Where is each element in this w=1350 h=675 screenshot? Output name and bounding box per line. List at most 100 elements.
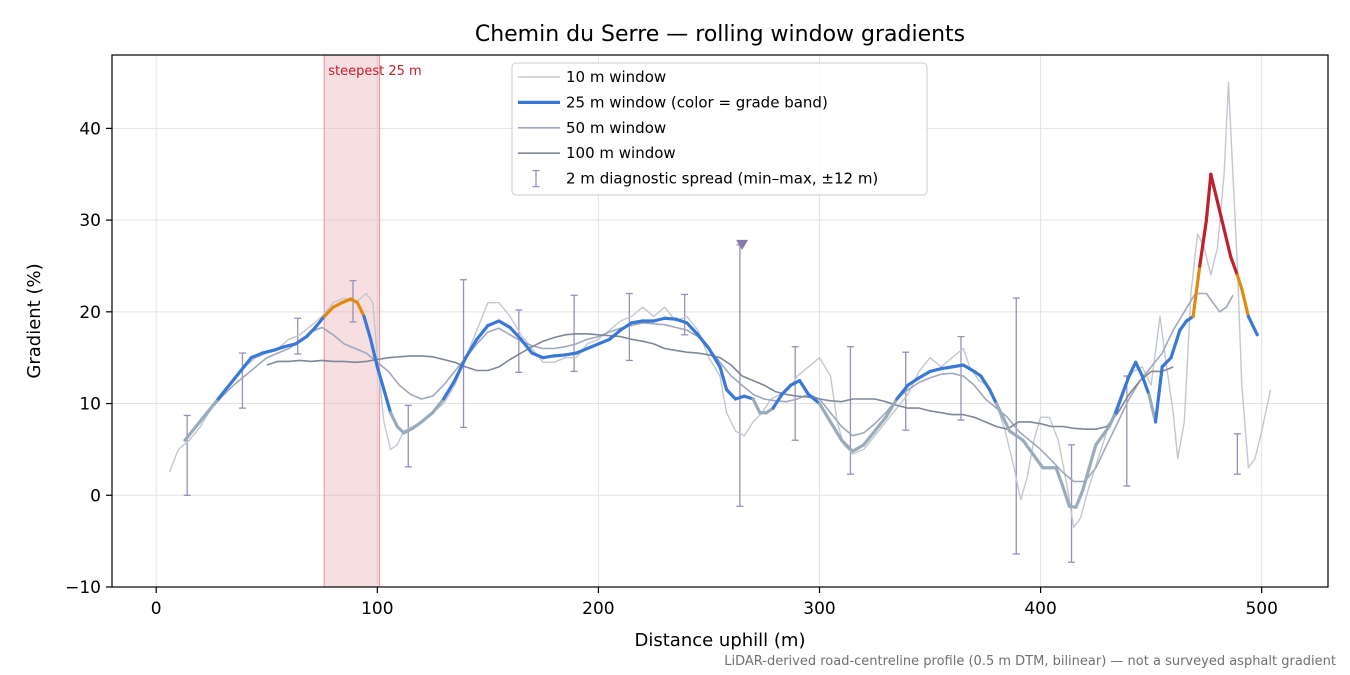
legend-label: 25 m window (color = grade band) xyxy=(566,93,828,111)
legend: 10 m window 25 m window (color = grade ba… xyxy=(511,62,928,196)
series-25m-segment xyxy=(797,379,811,396)
legend-item: 50 m window xyxy=(518,119,666,137)
series-lines xyxy=(168,81,1272,529)
diagnostic-spread-bar xyxy=(238,352,246,409)
y-tick-label: 30 xyxy=(79,211,101,231)
legend-box xyxy=(511,62,928,196)
series-25m-segment xyxy=(1140,374,1151,396)
legend-label: 100 m window xyxy=(566,144,676,162)
series-25m-segment xyxy=(674,317,689,325)
highlight-band: steepest 25 m xyxy=(323,55,422,587)
series-25m-segment xyxy=(402,426,415,435)
legend-item: 100 m window xyxy=(518,144,676,162)
series-25m-segment xyxy=(183,424,198,442)
series-line-25m xyxy=(183,172,1259,509)
series-25m-segment xyxy=(1127,360,1138,378)
series-line-10m xyxy=(168,81,1272,529)
series-25m-segment xyxy=(789,379,802,387)
series-25m-segment xyxy=(939,365,954,371)
series-25m-segment xyxy=(780,383,793,396)
series-25m-segment xyxy=(313,314,326,330)
series-25m-segment xyxy=(1134,360,1144,378)
series-25m-segment xyxy=(1021,438,1032,452)
series-25m-segment xyxy=(895,383,910,401)
series-25m-segment xyxy=(1054,466,1065,488)
series-25m-segment xyxy=(994,401,1005,419)
series-25m-segment xyxy=(1222,227,1233,259)
series-25m-segment xyxy=(1034,456,1045,470)
diagnostic-spread-bar xyxy=(681,293,689,336)
series-25m-segment xyxy=(1198,218,1209,268)
series-25m-segment xyxy=(1246,314,1259,337)
axis-ticks: 0 100 200 300 400 500 −10 0 10 20 30 40 xyxy=(65,119,1278,619)
series-25m-segment xyxy=(331,301,344,309)
legend-item: 2 m diagnostic spread (min–max, ±12 m) xyxy=(532,170,878,188)
series-25m-segment xyxy=(216,383,231,401)
series-25m-segment xyxy=(873,415,888,433)
series-25m-segment xyxy=(552,353,567,358)
series-25m-segment xyxy=(304,325,318,339)
series-25m-segment xyxy=(355,301,366,319)
diagnostic-spread-bar xyxy=(846,346,854,475)
series-25m-segment xyxy=(961,363,976,374)
series-25m-segment xyxy=(629,319,645,325)
series-25m-segment xyxy=(453,356,468,383)
x-tick-label: 0 xyxy=(151,599,162,619)
y-tick-label: −10 xyxy=(65,578,101,598)
y-axis-label: Gradient (%) xyxy=(24,263,45,378)
series-25m-segment xyxy=(1204,172,1213,222)
series-25m-segment xyxy=(862,429,877,447)
series-25m-segment xyxy=(1215,200,1226,231)
series-25m-segment xyxy=(227,369,242,387)
series-25m-segment xyxy=(1235,273,1244,291)
series-25m-segment xyxy=(475,323,490,341)
series-25m-segment xyxy=(282,342,298,349)
series-25m-segment xyxy=(1178,319,1189,332)
series-25m-segment xyxy=(249,351,264,360)
series-25m-segment xyxy=(1147,392,1158,424)
series-25m-segment xyxy=(541,354,556,360)
series-25m-segment xyxy=(1160,356,1173,369)
diagnostic-spread-bar xyxy=(1068,444,1076,563)
series-25m-segment xyxy=(530,351,545,360)
series-25m-segment xyxy=(585,342,601,351)
footnote: LiDAR-derived road-centreline profile (0… xyxy=(724,654,1336,669)
y-tick-label: 20 xyxy=(79,303,101,323)
series-line-50m xyxy=(210,292,1234,483)
series-25m-segment xyxy=(1240,287,1251,319)
series-25m-segment xyxy=(851,443,866,453)
series-25m-segment xyxy=(375,365,386,392)
x-tick-label: 400 xyxy=(1024,599,1056,619)
series-25m-segment xyxy=(917,369,932,380)
diagnostic-spread-bar xyxy=(515,309,523,374)
series-25m-segment xyxy=(1094,434,1105,447)
series-25m-segment xyxy=(950,363,965,369)
steepest-band-label: steepest 25 m xyxy=(328,64,421,79)
series-25m-segment xyxy=(369,337,379,369)
x-tick-label: 300 xyxy=(803,599,835,619)
series-25m-segment xyxy=(362,314,373,341)
series-25m-segment xyxy=(1061,484,1071,508)
series-25m-segment xyxy=(563,351,578,357)
series-25m-segment xyxy=(519,337,534,355)
series-25m-segment xyxy=(988,388,998,406)
series-25m-segment xyxy=(1027,447,1038,461)
series-25m-segment xyxy=(508,325,523,341)
marker-triangle xyxy=(736,239,749,250)
series-25m-segment xyxy=(497,319,512,330)
series-line-100m xyxy=(266,333,1174,430)
series-25m-segment xyxy=(430,397,446,415)
y-tick-label: 40 xyxy=(79,119,101,139)
series-25m-segment xyxy=(1114,392,1124,415)
series-25m-segment xyxy=(464,337,479,360)
series-25m-segment xyxy=(322,305,335,319)
series-25m-segment xyxy=(607,328,623,341)
series-25m-segment xyxy=(1107,411,1118,429)
series-25m-segment xyxy=(1229,255,1239,277)
series-25m-segment xyxy=(574,346,589,355)
legend-item: 25 m window (color = grade band) xyxy=(518,93,828,111)
chart-title: Chemin du Serre — rolling window gradien… xyxy=(475,22,965,47)
series-25m-segment xyxy=(260,348,275,355)
series-25m-segment xyxy=(979,374,992,392)
